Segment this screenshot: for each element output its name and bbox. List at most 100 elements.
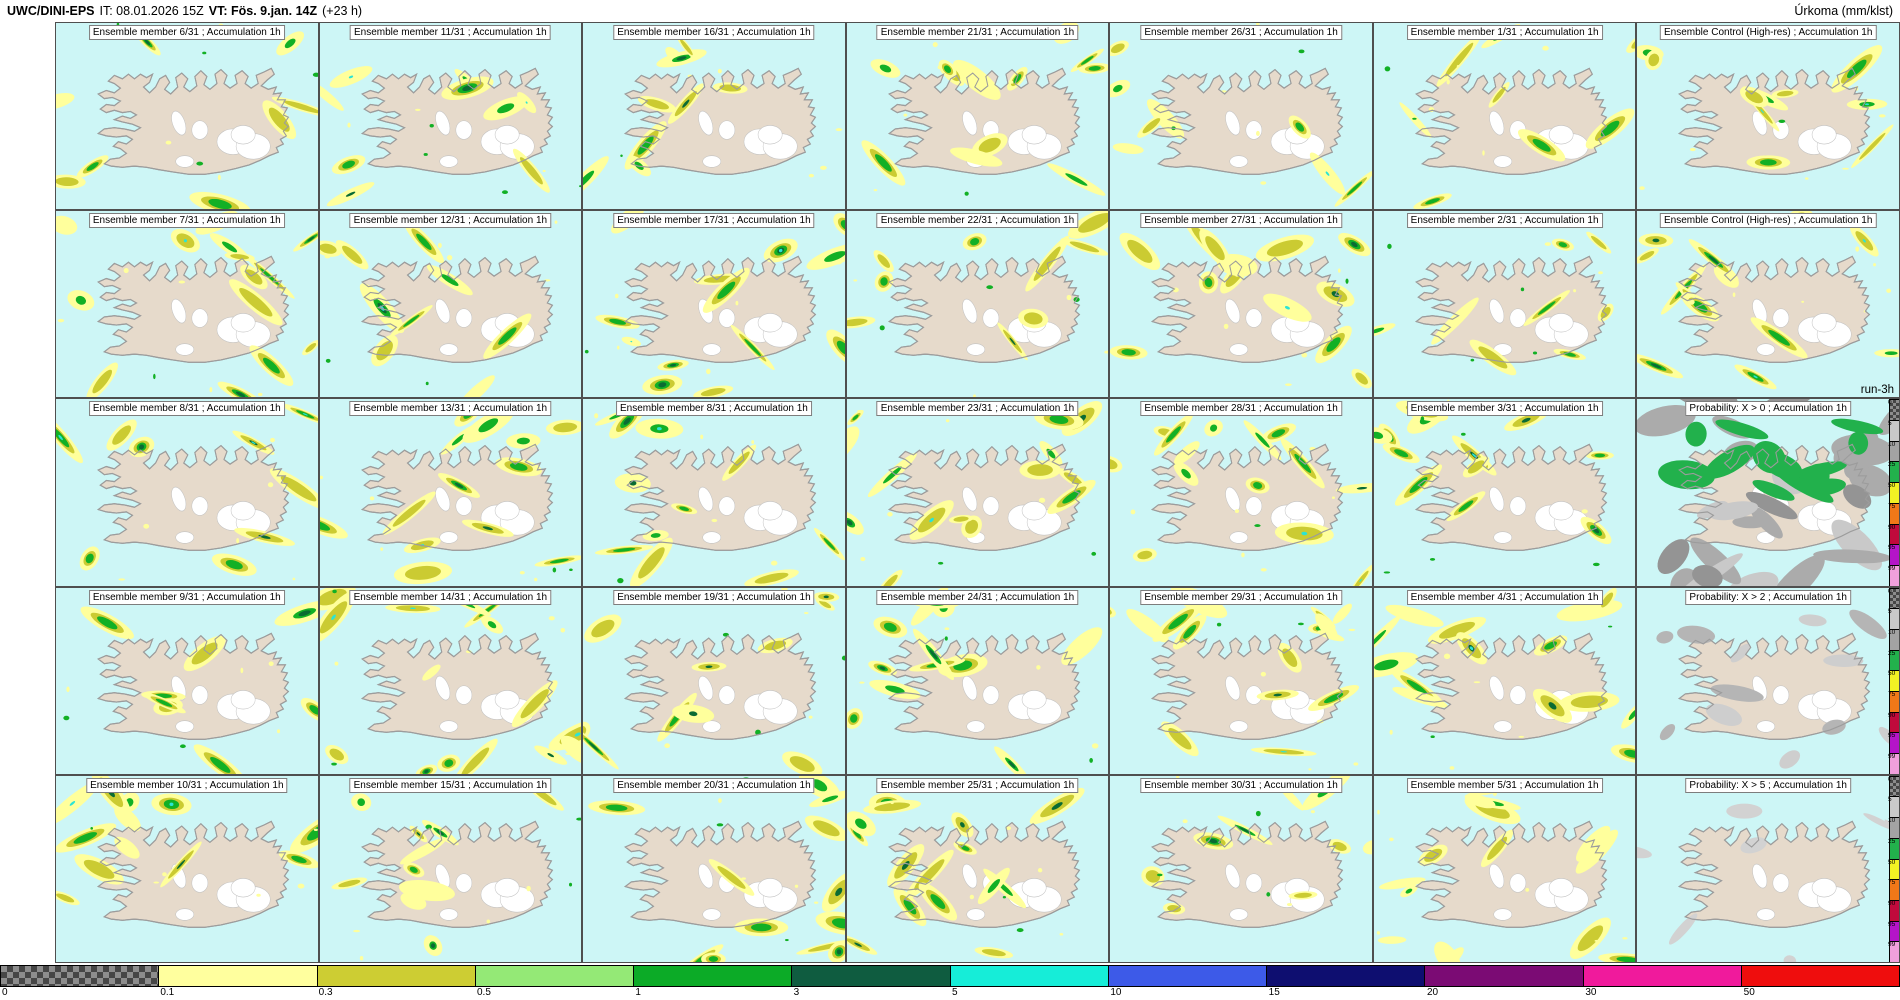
coastline [1678, 444, 1871, 552]
map-panel[interactable]: Probability: X > 5 ; Accumulation 1h 0 5 1… [1636, 774, 1900, 963]
glaciers [698, 299, 798, 356]
probability-scale-label: 90 [1888, 711, 1896, 719]
map-panel[interactable]: Ensemble member 8/31 ; Accumulation 1h [55, 398, 319, 587]
lead-time: (+23 h) [322, 3, 363, 18]
colorbar-segment [634, 966, 793, 986]
colorbar-tick: 15 [1268, 987, 1280, 998]
coastline [360, 820, 553, 928]
glaciers [434, 863, 535, 921]
glaciers [961, 675, 1062, 733]
map-panel[interactable]: Ensemble member 7/31 ; Accumulation 1h [55, 210, 319, 399]
map-panel[interactable]: Ensemble member 4/31 ; Accumulation 1h [1372, 586, 1637, 775]
coastline [1414, 255, 1608, 364]
probability-scale-label: 10 [1888, 440, 1896, 448]
map-panel[interactable]: Ensemble member 16/31 ; Accumulation 1h [582, 22, 846, 211]
map-panel[interactable]: Ensemble member 1/31 ; Accumulation 1h [1372, 22, 1637, 211]
iceland-map [1637, 587, 1899, 774]
map-panel[interactable]: Ensemble member 23/31 ; Accumulation 1h [845, 398, 1110, 587]
map-panel[interactable]: Ensemble member 6/31 ; Accumulation 1h [55, 22, 319, 211]
iceland-map [56, 211, 318, 398]
map-panel[interactable]: Ensemble member 22/31 ; Accumulation 1h [845, 210, 1110, 399]
map-panel[interactable]: Probability: X > 2 ; Accumulation 1h 0 5 1… [1636, 586, 1900, 775]
colorbar-tick: 30 [1585, 987, 1597, 998]
map-panel[interactable]: Ensemble member 14/31 ; Accumulation 1h [318, 586, 583, 775]
probability-scale-label: 25 [1888, 837, 1896, 845]
panel-title: Ensemble member 14/31 ; Accumulation 1h [349, 589, 552, 605]
probability-scale-segment: 99 [1888, 941, 1899, 962]
probability-scale-segment: 50 [1888, 670, 1899, 692]
glaciers [698, 675, 798, 733]
precipitation-layer [846, 211, 1109, 398]
map-panel[interactable]: Ensemble member 8/31 ; Accumulation 1h [582, 398, 846, 587]
probability-scale-label: 99 [1888, 941, 1896, 949]
map-panel[interactable]: Ensemble member 21/31 ; Accumulation 1h [845, 22, 1110, 211]
colorbar-segment [1425, 966, 1584, 986]
glaciers [1489, 863, 1589, 921]
map-panel[interactable]: Ensemble member 28/31 ; Accumulation 1h [1109, 398, 1373, 587]
probability-scale-label: 50 [1888, 482, 1896, 490]
map-panel[interactable]: Ensemble member 10/31 ; Accumulation 1h [55, 774, 319, 963]
map-panel[interactable]: Ensemble member 29/31 ; Accumulation 1h [1109, 586, 1373, 775]
map-panel[interactable]: Ensemble member 17/31 ; Accumulation 1h [582, 210, 846, 399]
colorbar-segment [475, 966, 634, 986]
panel-title: Ensemble member 24/31 ; Accumulation 1h [876, 589, 1079, 605]
probability-scale-label: 99 [1888, 564, 1896, 572]
map-panel[interactable]: Ensemble member 12/31 ; Accumulation 1h [318, 210, 583, 399]
panel-title: Ensemble member 21/31 ; Accumulation 1h [876, 25, 1079, 40]
map-panel[interactable]: Ensemble member 26/31 ; Accumulation 1h [1109, 22, 1373, 211]
map-panel[interactable]: Ensemble member 3/31 ; Accumulation 1h [1372, 398, 1637, 587]
coastline [624, 632, 817, 740]
panel-title: Probability: X > 5 ; Accumulation 1h [1685, 777, 1851, 793]
iceland-map [583, 399, 845, 586]
map-panel[interactable]: Ensemble member 13/31 ; Accumulation 1h [318, 398, 583, 587]
panel-title: Probability: X > 0 ; Accumulation 1h [1685, 401, 1851, 417]
map-panel[interactable]: Probability: X > 0 ; Accumulation 1h 0 5 1… [1636, 398, 1900, 587]
precipitation-layer [588, 775, 845, 962]
init-time: IT: 08.01.2026 15Z [99, 3, 204, 18]
iceland-map [846, 23, 1109, 210]
probability-scale: 0 5 10 25 50 75 90 95 99 [1888, 587, 1899, 774]
coastline [887, 444, 1080, 552]
coastline [1414, 632, 1608, 740]
colorbar-tick: 1 [635, 987, 641, 998]
probability-scale-segment: 25 [1888, 461, 1899, 483]
model-name: UWC/DINI-EPS [7, 3, 95, 18]
iceland-map [56, 775, 318, 962]
iceland-map [1110, 23, 1372, 210]
map-panel[interactable]: Ensemble member 25/31 ; Accumulation 1h [845, 774, 1110, 963]
probability-scale-label: 25 [1888, 649, 1896, 657]
map-panel[interactable]: Ensemble member 20/31 ; Accumulation 1h [582, 774, 846, 963]
map-panel[interactable]: Ensemble member 5/31 ; Accumulation 1h [1372, 774, 1637, 963]
colorbar [0, 965, 1900, 987]
colorbar-segment [792, 966, 951, 986]
colorbar-tick: 10 [1110, 987, 1122, 998]
probability-scale-label: 0 [1888, 775, 1892, 783]
map-panel[interactable]: Ensemble member 19/31 ; Accumulation 1h [582, 586, 846, 775]
iceland-map [846, 399, 1109, 586]
map-panel[interactable]: Ensemble member 9/31 ; Accumulation 1h [55, 586, 319, 775]
map-panel[interactable]: Ensemble member 24/31 ; Accumulation 1h [845, 586, 1110, 775]
probability-scale-segment: 99 [1888, 564, 1899, 586]
map-panel[interactable]: Ensemble Control (High-res) ; Accumulati… [1636, 210, 1900, 399]
coastline [1151, 444, 1344, 552]
map-panel[interactable]: Ensemble member 11/31 ; Accumulation 1h [318, 22, 583, 211]
panel-title: Ensemble member 9/31 ; Accumulation 1h [88, 589, 285, 605]
coastline [360, 632, 553, 740]
map-panel[interactable]: Ensemble member 2/31 ; Accumulation 1h [1372, 210, 1637, 399]
glaciers [698, 110, 798, 168]
map-panel[interactable]: Ensemble member 15/31 ; Accumulation 1h [318, 774, 583, 963]
map-panel[interactable]: Ensemble member 27/31 ; Accumulation 1h [1109, 210, 1373, 399]
probability-scale-label: 95 [1888, 544, 1896, 552]
valid-time: VT: Fös. 9.jan. 14Z [208, 3, 318, 18]
probability-scale-label: 5 [1888, 608, 1892, 616]
probability-scale-segment: 5 [1888, 796, 1899, 818]
glaciers [171, 110, 271, 168]
map-panel[interactable]: Ensemble Control (High-res) ; Accumulati… [1636, 22, 1900, 211]
coastline [887, 255, 1080, 364]
map-panel[interactable]: Ensemble member 30/31 ; Accumulation 1h [1109, 774, 1373, 963]
colorbar-tick: 0 [2, 987, 8, 998]
iceland-map [583, 587, 845, 774]
coastline [1678, 255, 1871, 364]
precipitation-layer [1110, 587, 1360, 771]
coastline [887, 820, 1080, 928]
